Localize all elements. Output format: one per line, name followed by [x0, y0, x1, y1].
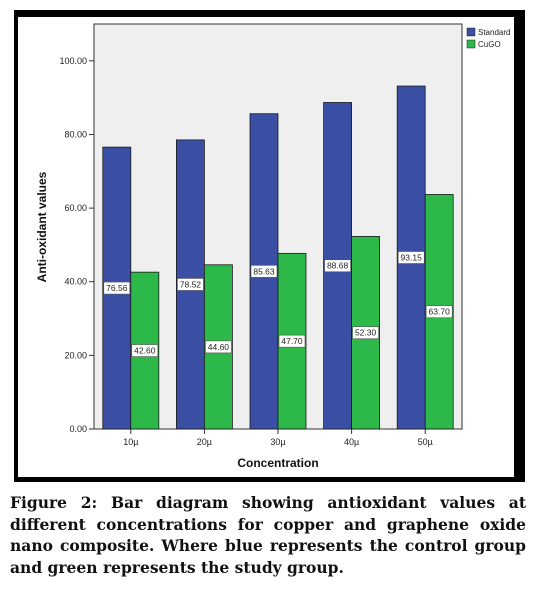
legend-label-cugo: CuGO	[478, 40, 501, 49]
data-label-box	[131, 344, 159, 357]
x-axis-title: Concentration	[237, 456, 318, 470]
y-tick-label: 80.00	[64, 129, 87, 139]
data-labels: 76.56 42.60 78.52 44.60 85.63 47.70 88.68 52.30…	[103, 251, 453, 357]
y-tick-label: 40.00	[64, 277, 87, 287]
legend-swatch-standard	[466, 27, 476, 37]
y-tick-label: 20.00	[64, 350, 87, 360]
x-tick-label: 40µ	[344, 437, 359, 447]
x-axis: 10µ 20µ 30µ 40µ 50µ	[123, 429, 433, 447]
y-axis: 0.00 20.00 40.00 60.00 80.00 100.00	[59, 56, 94, 434]
legend-label-standard: Standard	[478, 28, 510, 37]
data-label: 63.70	[429, 307, 451, 317]
y-tick-label: 60.00	[64, 203, 87, 213]
data-label-box	[177, 278, 204, 291]
y-axis-title: Anti-oxidant values	[35, 171, 49, 282]
data-label-box	[425, 305, 453, 319]
data-label: 93.15	[401, 253, 423, 263]
x-tick-label: 10µ	[123, 437, 138, 447]
data-label: 76.56	[106, 283, 128, 293]
legend: Standard CuGO	[465, 24, 513, 52]
x-tick-label: 20µ	[197, 437, 212, 447]
data-label: 44.60	[208, 342, 230, 352]
data-label-box	[278, 334, 306, 348]
data-label: 47.70	[281, 336, 303, 346]
data-label-box	[205, 340, 232, 354]
data-label: 52.30	[355, 328, 377, 338]
data-label: 78.52	[180, 279, 202, 289]
bar-chart: 0.00 20.00 40.00 60.00 80.00 100.00 10µ 20µ 30µ…	[18, 17, 514, 477]
data-label: 42.60	[134, 346, 156, 356]
data-label-box	[352, 326, 379, 340]
data-label-box	[324, 259, 351, 273]
x-tick-label: 30µ	[270, 437, 285, 447]
data-label: 88.68	[327, 261, 349, 271]
data-label-box	[103, 281, 131, 295]
data-label: 85.63	[253, 266, 275, 276]
x-tick-label: 50µ	[418, 437, 433, 447]
figure-caption: Figure 2: Bar diagram showing antioxidan…	[10, 493, 526, 577]
data-label-box	[250, 265, 278, 278]
data-label-box	[397, 251, 425, 264]
y-tick-label: 0.00	[69, 424, 87, 434]
legend-swatch-cugo	[466, 39, 476, 49]
y-tick-label: 100.00	[59, 56, 87, 66]
